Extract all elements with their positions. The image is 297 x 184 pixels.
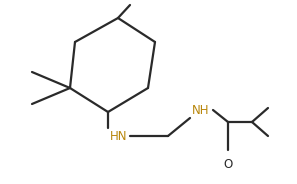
Text: NH: NH (192, 103, 209, 116)
Text: HN: HN (110, 130, 127, 142)
Text: O: O (223, 158, 233, 171)
